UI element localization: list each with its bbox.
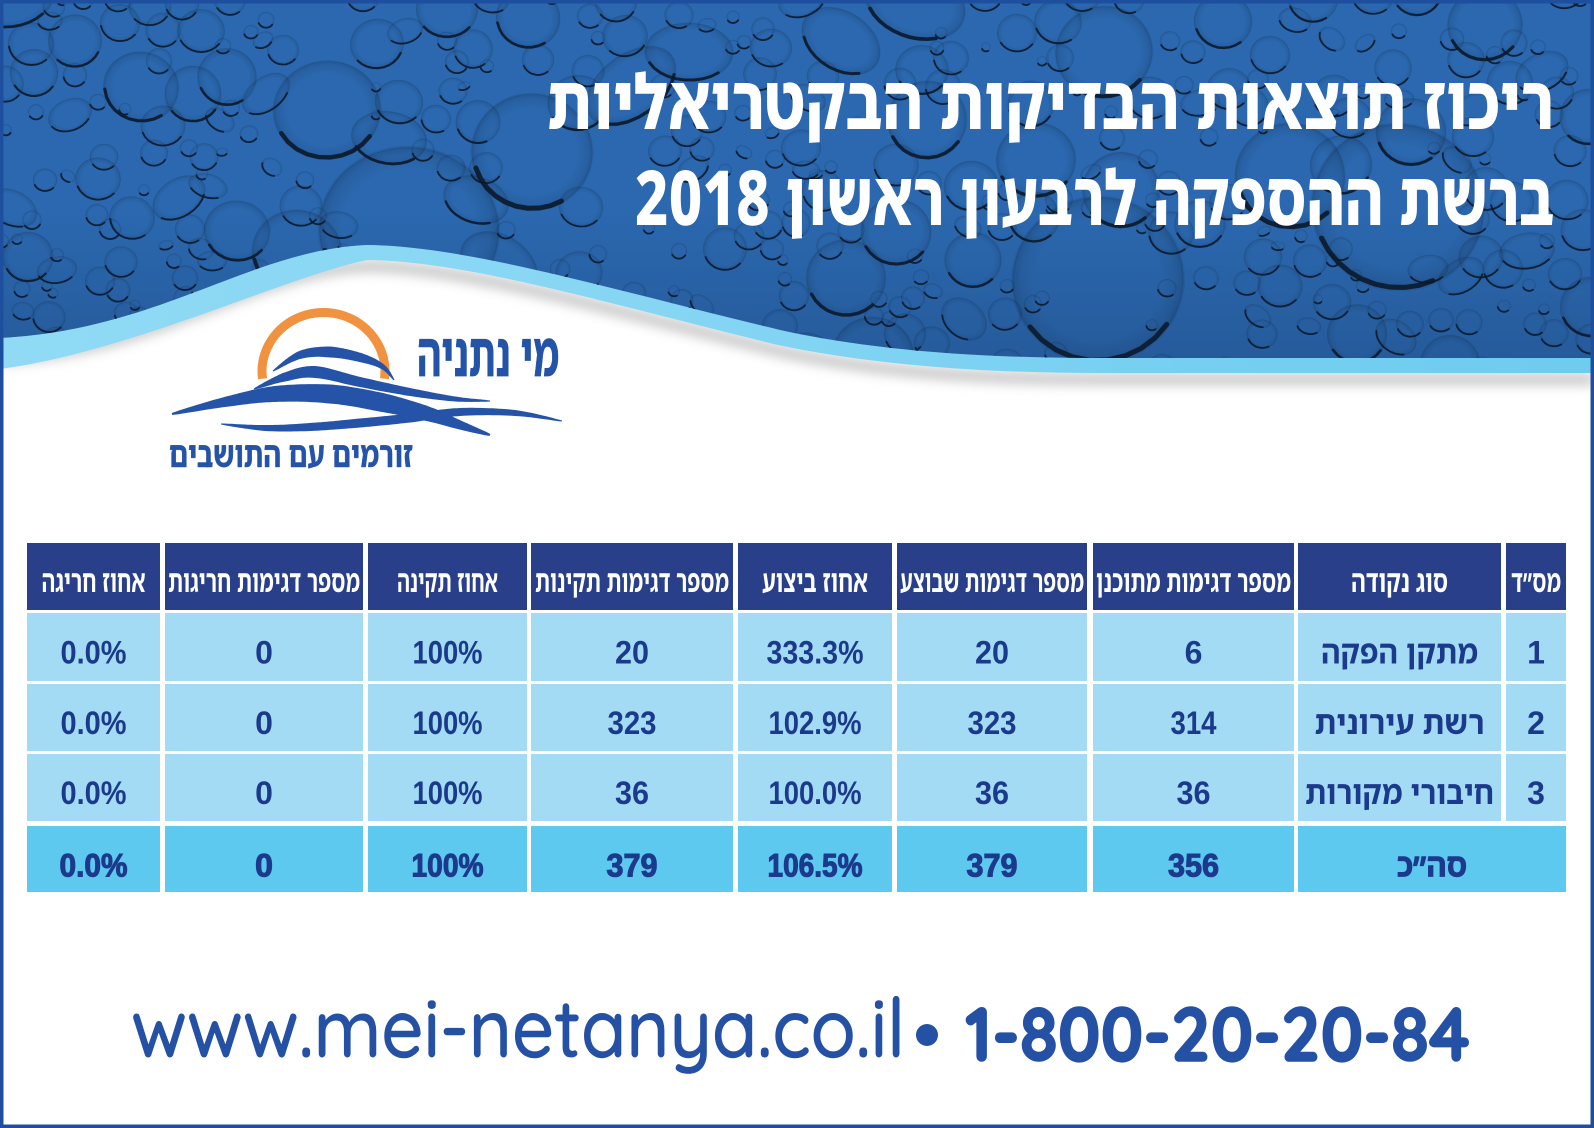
svg-text:323: 323 [608,705,657,741]
svg-text:6: 6 [1185,635,1203,671]
svg-text:100%: 100% [413,775,483,811]
svg-text:100.0%: 100.0% [769,775,862,811]
svg-text:100%: 100% [413,705,483,741]
svg-text:102.9%: 102.9% [769,705,862,741]
svg-text:356: 356 [1168,848,1219,884]
svg-text:3: 3 [1527,775,1545,811]
svg-text:0.0%: 0.0% [60,848,128,884]
svg-text:36: 36 [975,775,1009,811]
svg-text:0.0%: 0.0% [61,635,127,671]
svg-text:379: 379 [607,848,658,884]
svg-text:20: 20 [615,635,649,671]
svg-text:323: 323 [968,705,1017,741]
svg-text:0: 0 [255,705,273,741]
svg-text:0: 0 [255,848,273,884]
svg-text:36: 36 [615,775,649,811]
svg-text:20: 20 [975,635,1009,671]
svg-text:0.0%: 0.0% [61,705,127,741]
svg-text:2: 2 [1527,705,1545,741]
svg-text:314: 314 [1171,705,1217,741]
svg-text:100%: 100% [413,635,483,671]
svg-text:106.5%: 106.5% [768,848,863,884]
svg-text:0: 0 [255,775,273,811]
svg-text:0.0%: 0.0% [61,775,127,811]
svg-text:333.3%: 333.3% [767,635,864,671]
svg-text:36: 36 [1177,775,1211,811]
svg-text:1: 1 [1527,635,1545,671]
svg-text:100%: 100% [412,848,484,884]
svg-text:379: 379 [967,848,1018,884]
svg-text:0: 0 [255,635,273,671]
